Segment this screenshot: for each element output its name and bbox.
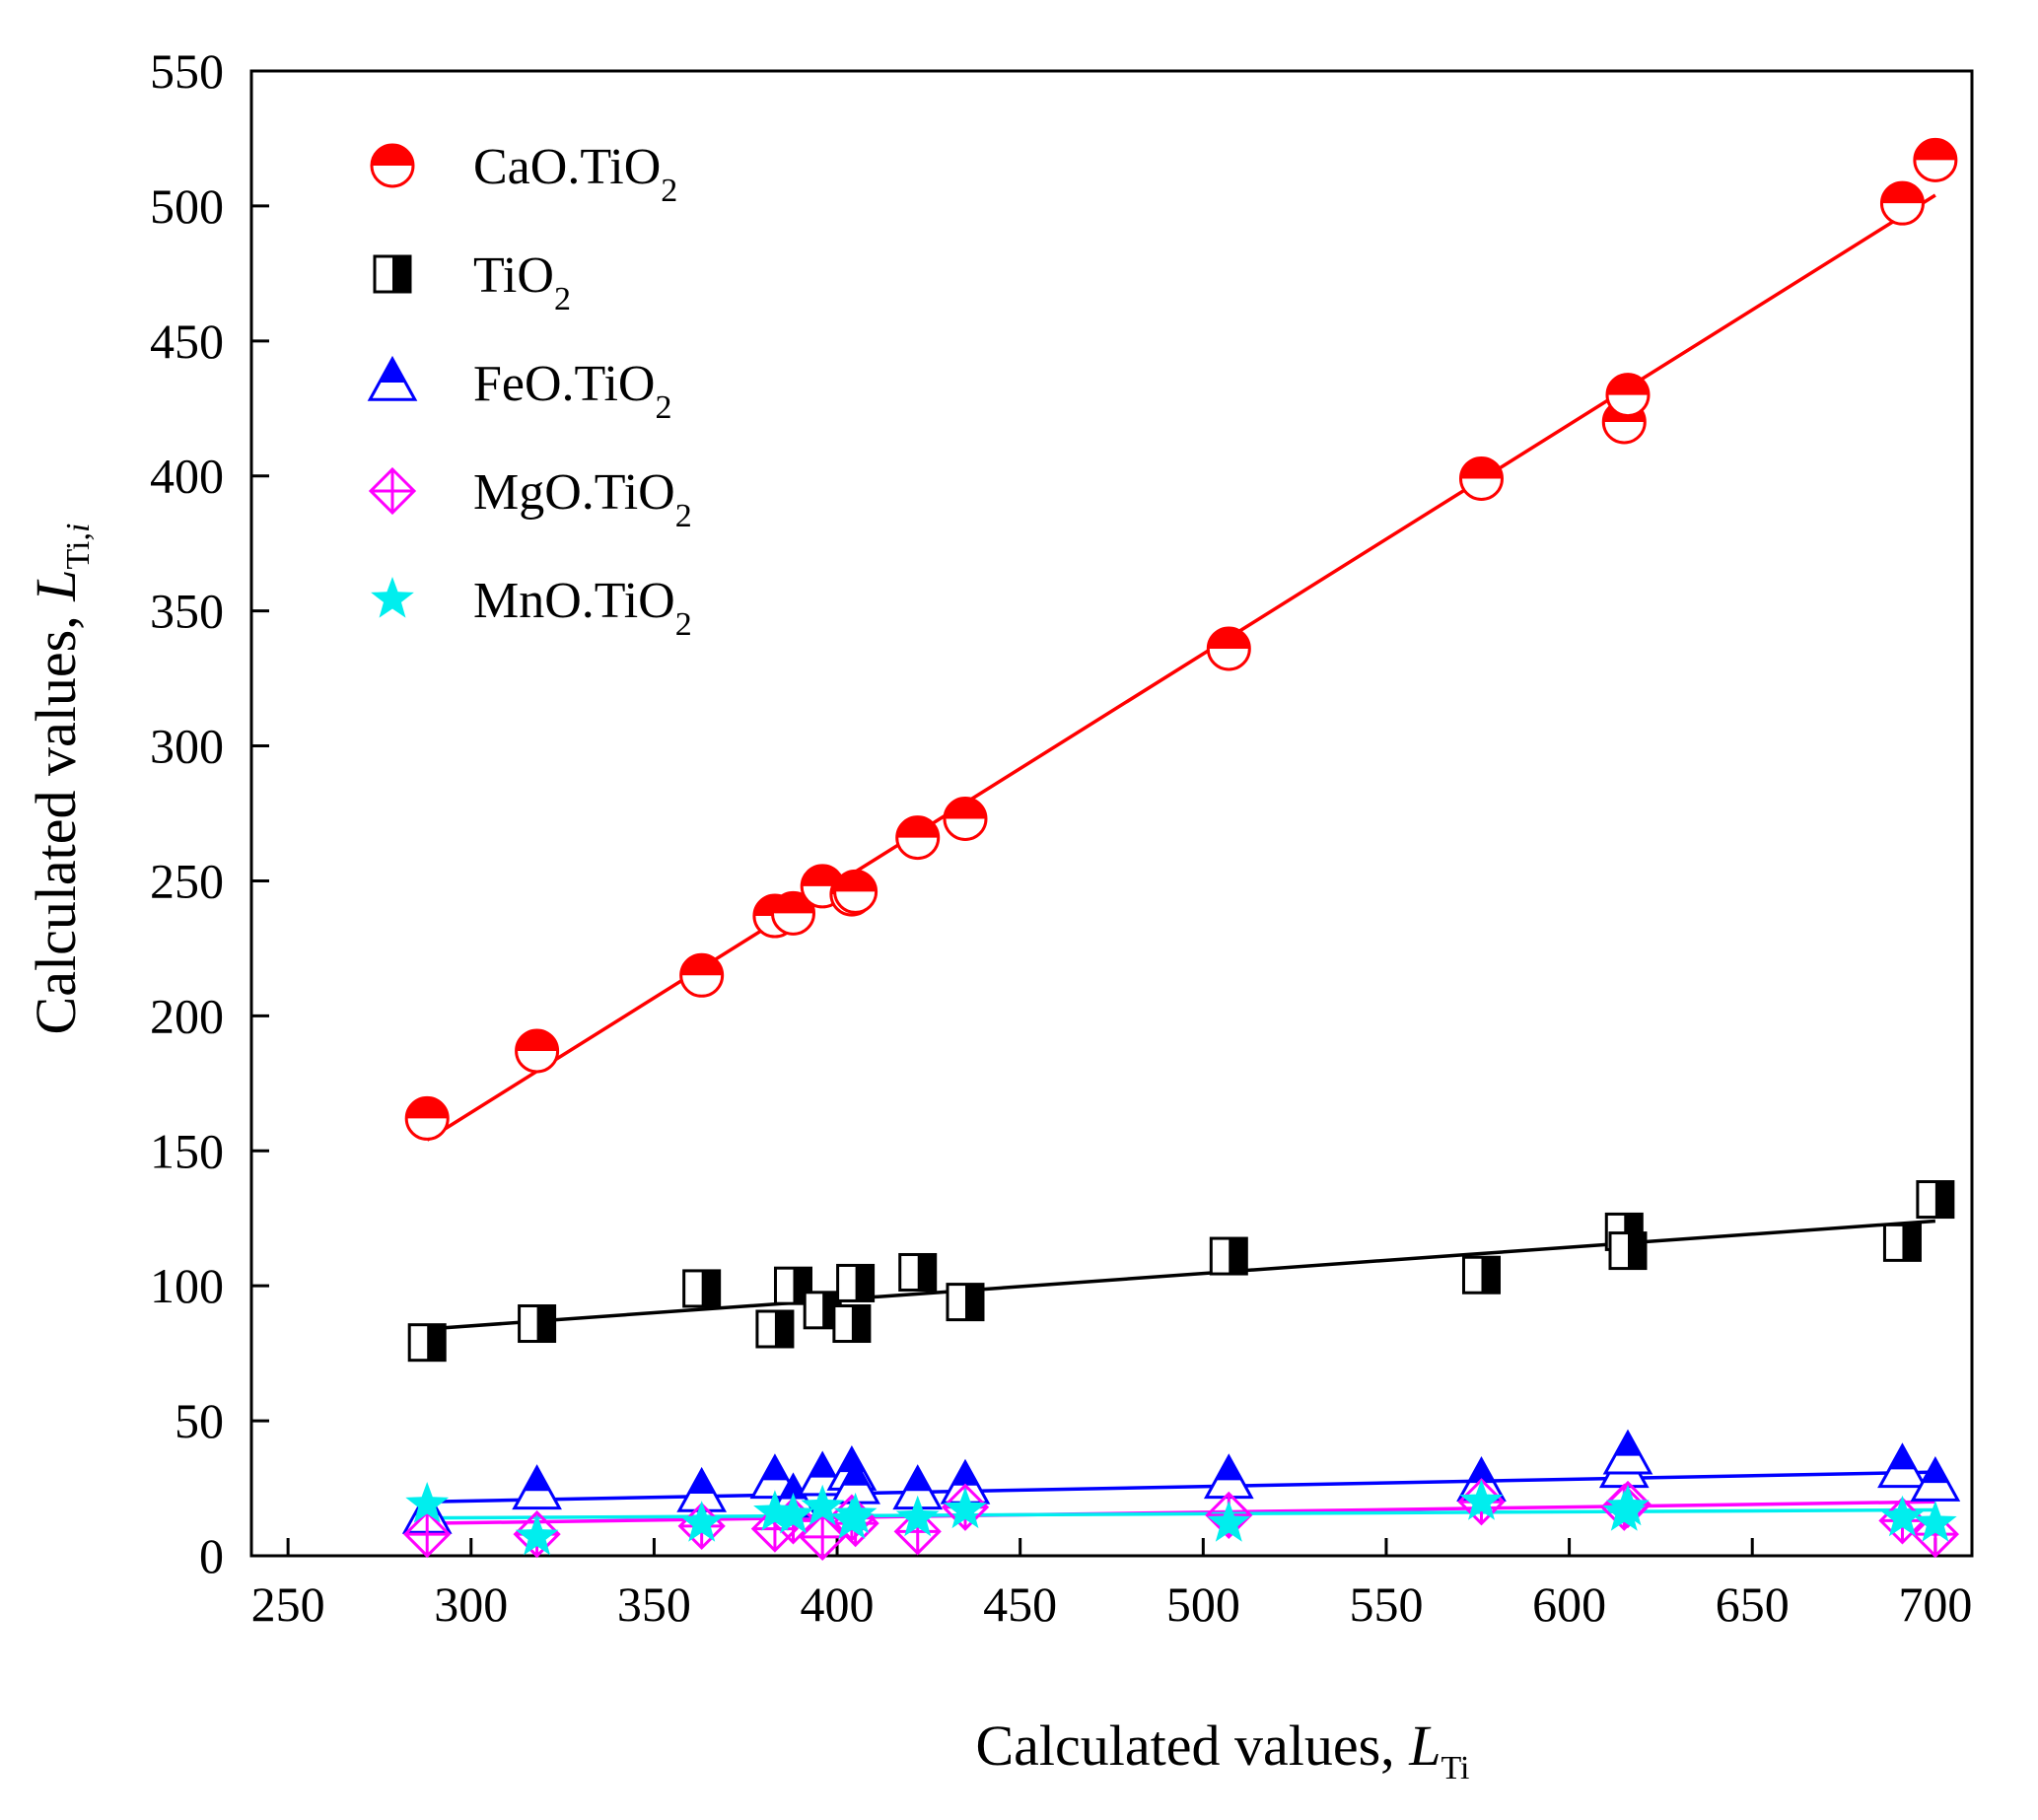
data-point	[1882, 1223, 1922, 1262]
x-tick-label: 700	[1898, 1576, 1972, 1632]
y-tick-label: 350	[150, 584, 224, 639]
y-tick-label: 400	[150, 449, 224, 504]
x-tick-label: 650	[1716, 1576, 1790, 1632]
y-tick-label: 550	[150, 43, 224, 99]
data-point	[1910, 1455, 1961, 1502]
data-point	[403, 1509, 452, 1559]
data-point	[1461, 1255, 1501, 1295]
data-point	[832, 1304, 872, 1344]
axes: 250 300 350 400 450 500 550 600 650 700 0 50 100 150 2…	[150, 43, 1974, 1632]
y-tick-label: 200	[150, 988, 224, 1043]
data-point	[895, 1495, 940, 1537]
data-point	[895, 815, 941, 861]
y-tick-label: 150	[150, 1123, 224, 1178]
data-points	[401, 137, 1961, 1561]
legend-marker	[373, 254, 412, 294]
data-point	[944, 1487, 987, 1529]
data-point	[515, 1513, 559, 1556]
data-point	[515, 1028, 560, 1074]
data-point	[1913, 137, 1958, 182]
data-point	[679, 952, 725, 998]
data-point	[1207, 1501, 1251, 1542]
legend-marker	[368, 466, 417, 516]
y-tick-label: 100	[150, 1258, 224, 1313]
x-axis-title: Calculated values, LTi	[976, 1714, 1470, 1786]
data-point	[679, 1501, 724, 1542]
legend-label: MnO.TiO2	[473, 573, 692, 643]
data-point	[1880, 1495, 1925, 1537]
y-tick-label: 300	[150, 719, 224, 774]
x-tick-label: 550	[1349, 1576, 1423, 1632]
y-axis-title: Calculated values, LTi,i	[24, 524, 97, 1035]
data-point	[1209, 1236, 1248, 1276]
data-point	[405, 1482, 450, 1523]
legend-marker	[370, 143, 415, 188]
data-point	[1459, 1479, 1504, 1520]
data-point	[1203, 1453, 1254, 1500]
data-point	[1877, 1442, 1928, 1489]
data-point	[1608, 1231, 1648, 1271]
fit-line	[427, 1470, 1935, 1504]
legend-label: MgO.TiO2	[473, 464, 692, 534]
x-tick-label: 400	[801, 1576, 875, 1632]
fit-line	[426, 193, 1936, 1142]
data-point	[1605, 373, 1651, 418]
data-point	[836, 1263, 876, 1302]
data-point	[799, 1512, 847, 1561]
x-tick-label: 350	[617, 1576, 691, 1632]
data-point	[1602, 1429, 1653, 1475]
data-point	[946, 1283, 985, 1322]
data-point	[898, 1252, 938, 1292]
data-point	[407, 1323, 447, 1363]
y-tick-label: 0	[199, 1528, 224, 1583]
legend-label: CaO.TiO2	[473, 139, 677, 209]
data-point	[1206, 626, 1251, 671]
data-point	[512, 1464, 562, 1510]
y-tick-label: 250	[150, 853, 224, 908]
data-point	[1914, 1501, 1957, 1542]
legend-marker	[367, 355, 418, 401]
data-point	[943, 796, 988, 841]
x-tick-label: 600	[1532, 1576, 1606, 1632]
y-tick-label: 450	[150, 314, 224, 369]
data-point	[518, 1304, 557, 1344]
fit-line	[427, 1507, 1935, 1520]
data-point	[833, 869, 878, 914]
plot-frame	[249, 69, 1974, 1558]
data-point	[1879, 180, 1925, 226]
data-point	[771, 1492, 815, 1534]
x-tick-label: 450	[983, 1576, 1057, 1632]
y-tick-label: 500	[150, 178, 224, 234]
data-point	[1916, 1180, 1955, 1220]
data-point	[833, 1492, 878, 1534]
y-tick-label: 50	[175, 1393, 224, 1448]
fit-lines	[426, 193, 1936, 1525]
legend-label: FeO.TiO2	[473, 356, 672, 426]
legend: CaO.TiO2 TiO2 FeO.TiO2 MgO.TiO2 MnO.TiO2	[367, 139, 692, 643]
data-point	[755, 1309, 795, 1349]
legend-marker	[371, 577, 414, 618]
data-point	[682, 1269, 722, 1308]
x-tick-label: 300	[434, 1576, 508, 1632]
data-point	[801, 1484, 845, 1526]
x-tick-label: 500	[1166, 1576, 1240, 1632]
data-point	[1458, 455, 1504, 501]
fit-line	[427, 1219, 1935, 1331]
data-point	[1606, 1484, 1650, 1526]
data-point	[404, 1095, 450, 1141]
legend-label: TiO2	[473, 247, 571, 317]
data-point	[800, 864, 845, 909]
x-tick-label: 250	[251, 1576, 325, 1632]
